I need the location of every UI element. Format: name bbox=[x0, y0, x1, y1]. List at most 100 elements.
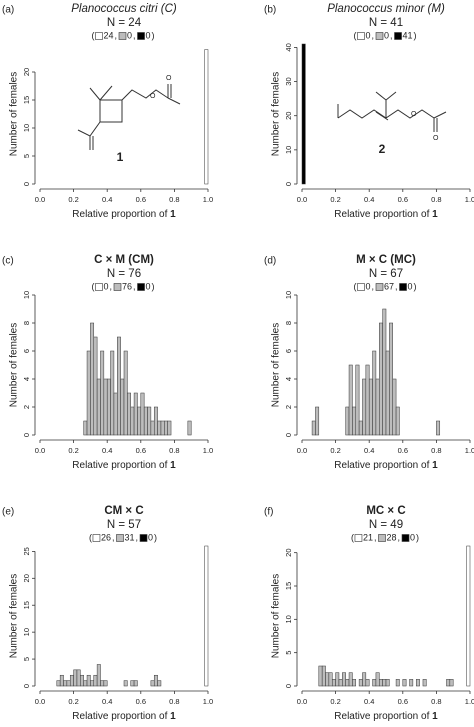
legend: (26, 31, 0) bbox=[89, 532, 157, 542]
legend-text: , bbox=[374, 532, 377, 542]
subtitle: N = 57 bbox=[107, 519, 141, 531]
panel-label: (b) bbox=[264, 5, 276, 16]
bar bbox=[100, 680, 105, 687]
bar bbox=[415, 679, 420, 687]
y-tick-label: 10 bbox=[22, 628, 31, 636]
legend: (0, 0, 41) bbox=[353, 30, 416, 40]
bar bbox=[133, 392, 138, 436]
bar bbox=[365, 364, 370, 436]
bar bbox=[106, 378, 111, 436]
legend-text: , bbox=[390, 30, 393, 40]
bar bbox=[368, 378, 373, 436]
legend-swatch bbox=[375, 32, 384, 40]
bar bbox=[93, 674, 98, 687]
structure-1 bbox=[77, 84, 181, 150]
y-tick-label: 2 bbox=[284, 405, 293, 409]
legend-text: , bbox=[112, 532, 115, 542]
x-tick-label: 0.0 bbox=[35, 195, 45, 204]
bar bbox=[147, 406, 152, 436]
x-axis-label: Relative proportion of 1 bbox=[334, 460, 438, 471]
y-axis-label: Number of females bbox=[9, 323, 20, 407]
bar bbox=[348, 672, 353, 687]
x-tick-label: 0.8 bbox=[169, 195, 179, 204]
bar bbox=[446, 679, 451, 687]
legend-text: ( bbox=[353, 281, 356, 291]
bar bbox=[103, 378, 108, 436]
bar bbox=[110, 350, 115, 436]
bar bbox=[86, 674, 91, 687]
bar bbox=[93, 336, 98, 436]
bar bbox=[345, 406, 350, 436]
x-axis-label-bold: 1 bbox=[432, 711, 438, 722]
x-tick-label: 0.0 bbox=[297, 195, 307, 204]
legend-swatch bbox=[95, 283, 103, 291]
legend-swatch bbox=[113, 283, 122, 291]
bar bbox=[113, 392, 118, 436]
atom: O bbox=[150, 93, 156, 100]
bar bbox=[96, 664, 101, 687]
legend-text: ) bbox=[152, 281, 155, 291]
y-tick-label: 15 bbox=[22, 96, 31, 104]
bar bbox=[66, 680, 71, 687]
bar bbox=[358, 679, 363, 687]
y-tick-label: 0 bbox=[22, 684, 31, 688]
bar bbox=[160, 420, 165, 436]
y-tick-label: 40 bbox=[284, 43, 293, 51]
x-tick-label: 1.0 bbox=[465, 697, 474, 706]
bar bbox=[157, 420, 162, 436]
y-tick-label: 10 bbox=[284, 146, 293, 154]
bar bbox=[59, 674, 64, 687]
bar bbox=[325, 672, 330, 687]
y-tick-label: 10 bbox=[284, 291, 293, 299]
x-tick-label: 0.0 bbox=[297, 697, 307, 706]
y-tick-label: 15 bbox=[22, 601, 31, 609]
legend-swatch bbox=[92, 534, 101, 542]
bar bbox=[123, 350, 128, 436]
legend-text: , bbox=[136, 532, 139, 542]
legend-text: 21 bbox=[363, 532, 373, 542]
chart-title: MC × C bbox=[366, 505, 405, 517]
bar bbox=[204, 49, 209, 185]
bar bbox=[395, 406, 400, 436]
legend-text: ) bbox=[414, 30, 417, 40]
legend-text: 31 bbox=[124, 532, 134, 542]
x-axis-label-bold: 1 bbox=[432, 460, 438, 471]
legend-text: , bbox=[114, 30, 117, 40]
bar bbox=[395, 679, 400, 687]
legend-swatch bbox=[118, 32, 127, 40]
bar bbox=[100, 350, 105, 436]
x-tick-label: 0.4 bbox=[364, 697, 374, 706]
bar bbox=[80, 674, 84, 687]
x-tick-label: 0.0 bbox=[35, 446, 45, 455]
legend-text: 0 bbox=[384, 30, 389, 40]
legend-swatch bbox=[399, 283, 407, 291]
x-tick-label: 0.8 bbox=[169, 697, 179, 706]
legend: (0, 67, 0) bbox=[353, 281, 416, 291]
y-tick-label: 5 bbox=[284, 651, 293, 655]
legend-text: , bbox=[109, 281, 112, 291]
legend-text: 0 bbox=[410, 532, 415, 542]
structure-2 bbox=[337, 91, 447, 132]
bar bbox=[90, 680, 95, 687]
x-tick-label: 0.0 bbox=[35, 697, 45, 706]
x-tick-label: 1.0 bbox=[465, 446, 474, 455]
subtitle: N = 41 bbox=[369, 17, 403, 29]
x-axis-label: Relative proportion of 1 bbox=[334, 711, 438, 722]
legend-swatch bbox=[139, 534, 148, 542]
bar bbox=[365, 679, 370, 687]
legend-text: 0 bbox=[127, 30, 132, 40]
y-tick-label: 25 bbox=[22, 547, 31, 555]
bar bbox=[345, 679, 350, 687]
bar bbox=[385, 679, 390, 687]
bar bbox=[402, 679, 407, 687]
bar bbox=[318, 665, 323, 687]
bar bbox=[117, 336, 121, 436]
bar bbox=[362, 378, 367, 436]
bar bbox=[422, 679, 427, 687]
x-tick-label: 0.2 bbox=[330, 697, 340, 706]
bar bbox=[86, 350, 91, 436]
atom: O bbox=[411, 111, 417, 118]
bar bbox=[379, 679, 383, 687]
x-tick-label: 0.6 bbox=[398, 446, 408, 455]
legend-text: 24 bbox=[103, 30, 113, 40]
